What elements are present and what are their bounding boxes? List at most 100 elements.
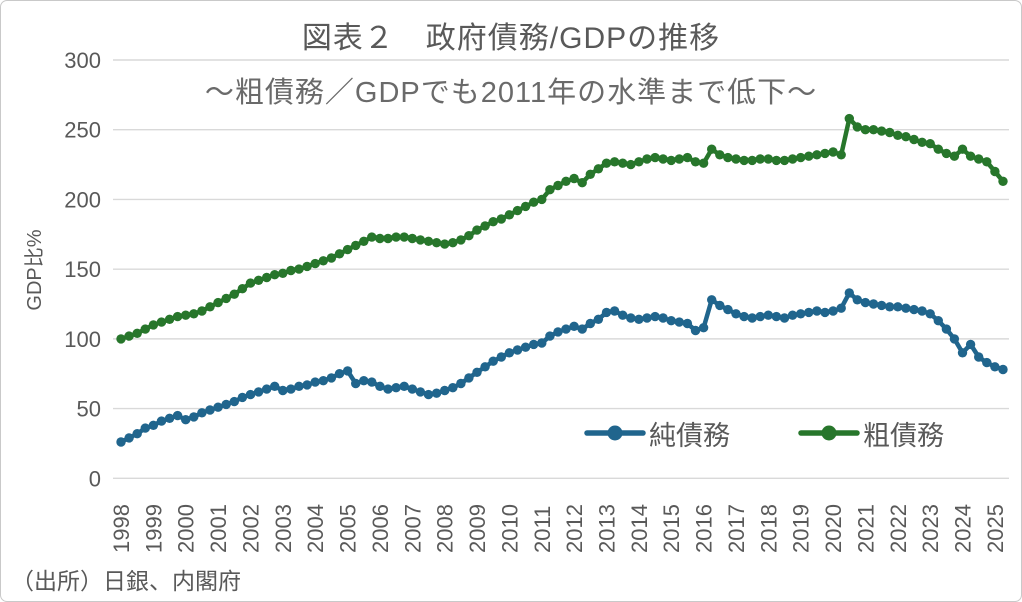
y-tick-label-100: 100 bbox=[64, 327, 101, 352]
data-point bbox=[342, 244, 353, 255]
x-tick-label-2014: 2014 bbox=[627, 504, 652, 553]
data-point bbox=[399, 232, 409, 242]
data-point bbox=[318, 256, 328, 266]
data-point bbox=[763, 154, 773, 164]
data-point bbox=[375, 233, 385, 244]
data-point bbox=[609, 157, 620, 167]
data-point bbox=[828, 147, 838, 157]
data-point bbox=[132, 429, 142, 439]
data-point bbox=[488, 356, 498, 366]
x-tick-label-2000: 2000 bbox=[174, 504, 199, 553]
data-point bbox=[779, 155, 790, 166]
data-point bbox=[601, 307, 612, 318]
data-point bbox=[682, 318, 693, 329]
data-point bbox=[868, 299, 879, 309]
data-point bbox=[982, 357, 992, 368]
data-point bbox=[262, 272, 272, 283]
data-point bbox=[949, 151, 960, 161]
data-point bbox=[124, 331, 134, 341]
data-point bbox=[666, 155, 676, 166]
data-point bbox=[172, 410, 183, 421]
x-tick-label-2012: 2012 bbox=[562, 504, 587, 553]
data-point bbox=[310, 377, 320, 387]
x-tick-label-2020: 2020 bbox=[821, 504, 846, 553]
data-point bbox=[852, 122, 862, 132]
data-point bbox=[593, 164, 604, 174]
x-tick-label-2004: 2004 bbox=[303, 504, 328, 553]
data-point bbox=[359, 236, 369, 246]
data-point bbox=[237, 392, 248, 403]
data-point bbox=[682, 152, 693, 163]
data-point bbox=[496, 214, 506, 224]
data-point bbox=[901, 132, 911, 142]
data-point bbox=[116, 334, 126, 344]
data-point bbox=[812, 306, 822, 316]
data-point bbox=[925, 309, 935, 319]
data-point bbox=[294, 264, 304, 274]
data-point bbox=[933, 144, 943, 154]
data-point bbox=[941, 148, 952, 159]
data-point bbox=[132, 328, 142, 338]
data-point bbox=[957, 144, 968, 154]
data-point bbox=[577, 324, 587, 334]
data-point bbox=[990, 166, 1000, 177]
data-point bbox=[634, 314, 644, 324]
data-point bbox=[423, 236, 434, 246]
data-point bbox=[569, 321, 579, 331]
data-point bbox=[262, 384, 272, 394]
data-point bbox=[334, 369, 345, 379]
data-point bbox=[302, 380, 312, 390]
data-point bbox=[974, 154, 984, 164]
data-point bbox=[828, 306, 838, 316]
x-tick-label-2018: 2018 bbox=[756, 504, 781, 553]
data-point bbox=[965, 339, 976, 350]
data-point bbox=[618, 310, 628, 320]
y-axis-title: GDP比% bbox=[24, 229, 46, 311]
data-point bbox=[965, 151, 976, 161]
data-point bbox=[456, 235, 466, 245]
data-point bbox=[609, 306, 620, 316]
x-tick-label-2022: 2022 bbox=[886, 504, 911, 553]
data-point bbox=[990, 362, 1000, 372]
source-note: （出所）日銀、内閣府 bbox=[11, 568, 241, 594]
data-point bbox=[294, 381, 304, 391]
x-tick-label-2021: 2021 bbox=[853, 504, 878, 553]
data-point bbox=[642, 313, 652, 323]
data-point bbox=[537, 194, 547, 205]
data-point bbox=[197, 306, 207, 316]
data-point bbox=[448, 238, 458, 248]
data-point bbox=[407, 233, 417, 244]
series-line-net-debt bbox=[118, 290, 1006, 445]
data-point bbox=[448, 383, 458, 393]
data-point bbox=[415, 387, 426, 397]
data-point bbox=[124, 433, 134, 443]
data-point bbox=[658, 313, 668, 323]
data-point bbox=[140, 324, 150, 334]
x-tick-label-2019: 2019 bbox=[789, 504, 814, 553]
data-point bbox=[359, 376, 369, 386]
data-point bbox=[253, 275, 264, 285]
data-point bbox=[164, 413, 175, 423]
data-point bbox=[925, 139, 935, 149]
data-point bbox=[156, 317, 167, 327]
x-tick-label-2015: 2015 bbox=[659, 504, 684, 553]
data-point bbox=[860, 125, 871, 135]
data-point bbox=[286, 384, 296, 394]
data-point bbox=[747, 155, 757, 166]
data-point bbox=[407, 384, 417, 394]
data-point bbox=[545, 185, 555, 195]
data-point bbox=[383, 233, 393, 244]
data-point bbox=[189, 309, 199, 319]
data-point bbox=[836, 150, 846, 160]
data-point bbox=[504, 348, 515, 358]
data-point bbox=[917, 137, 927, 147]
data-point bbox=[537, 338, 547, 348]
data-point bbox=[804, 151, 814, 161]
data-point bbox=[852, 295, 862, 305]
data-point bbox=[148, 420, 159, 430]
data-point bbox=[674, 317, 684, 327]
data-point bbox=[707, 144, 717, 154]
y-tick-label-300: 300 bbox=[64, 48, 101, 73]
data-point bbox=[440, 239, 450, 249]
